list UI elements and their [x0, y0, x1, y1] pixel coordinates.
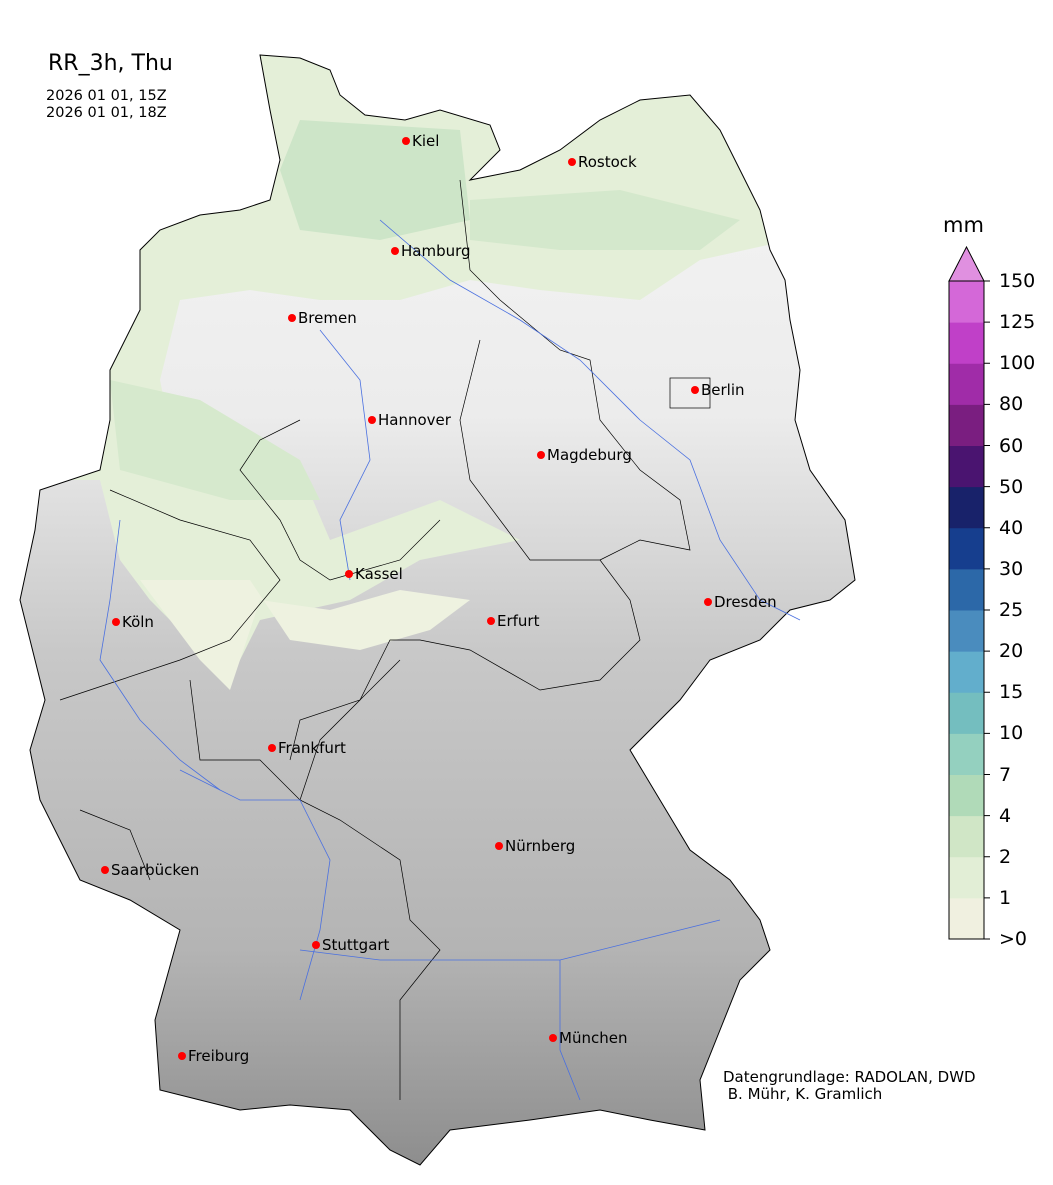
colorbar-tick-label: 7 [999, 763, 1012, 786]
city-label: Saarbücken [111, 861, 199, 879]
colorbar-segment [949, 486, 984, 529]
city-marker-berlin [691, 386, 699, 394]
colorbar-tick-label: 10 [999, 722, 1024, 745]
colorbar-tick-label: 1 [999, 886, 1012, 909]
city-label: Freiburg [188, 1047, 249, 1065]
colorbar-tick-label: 60 [999, 434, 1024, 457]
colorbar-tick-label: 30 [999, 557, 1024, 580]
state-borders [59, 179, 711, 1100]
colorbar-segment [949, 363, 984, 405]
colorbar-segment [949, 404, 984, 446]
colorbar-extend-arrow [948, 245, 985, 282]
city-marker-hamburg [391, 247, 399, 255]
colorbar-segment [949, 692, 984, 734]
colorbar-tick-label: 100 [999, 352, 1036, 375]
colorbar-tick-label: 50 [999, 475, 1024, 498]
city-label: Hannover [378, 411, 452, 429]
city-label: Berlin [701, 381, 745, 399]
colorbar-segment [949, 610, 984, 652]
city-marker-kiel [402, 137, 410, 145]
credit-line-2: B. Mühr, K. Gramlich [723, 1085, 883, 1103]
colorbar-tick-label: >0 [999, 928, 1028, 950]
city-label: Erfurt [497, 612, 540, 630]
city-label: Dresden [714, 593, 777, 611]
valid-time-end: 2026 01 01, 18Z [46, 105, 167, 121]
city-marker-magdeburg [537, 451, 545, 459]
colorbar-tick-label: 80 [999, 393, 1024, 416]
city-marker-hannover [368, 416, 376, 424]
city-label: Frankfurt [278, 739, 346, 757]
city-marker-stuttgart [312, 941, 320, 949]
precip-area-east [470, 190, 740, 250]
credit-line-1: Datengrundlage: RADOLAN, DWD [723, 1068, 976, 1086]
city-marker-münchen [549, 1034, 557, 1042]
colorbar-segment [949, 774, 984, 817]
city-marker-saarbücken [101, 866, 109, 874]
colorbar-tick-label: 20 [999, 640, 1024, 663]
city-marker-bremen [288, 314, 296, 322]
precip-area-west [110, 380, 320, 500]
city-marker-frankfurt [268, 744, 276, 752]
city-label: Magdeburg [547, 446, 632, 464]
city-label: Stuttgart [322, 936, 390, 954]
colorbar-segment [949, 527, 984, 570]
colorbar-segment [949, 815, 984, 858]
germany-border [19, 54, 856, 1166]
colorbar-segment [949, 445, 984, 488]
colorbar-tick-label: 25 [999, 599, 1024, 621]
colorbar-segment [949, 281, 984, 323]
valid-time-start: 2026 01 01, 15Z [46, 88, 167, 104]
city-label: Köln [122, 613, 154, 631]
colorbar-segment [949, 897, 984, 940]
city-marker-dresden [704, 598, 712, 606]
city-marker-erfurt [487, 617, 495, 625]
colorbar-segment [949, 651, 984, 693]
city-marker-kassel [345, 570, 353, 578]
city-marker-freiburg [178, 1052, 186, 1060]
colorbar-tick-label: 125 [999, 311, 1036, 334]
colorbar-segment [949, 856, 984, 899]
city-marker-rostock [568, 158, 576, 166]
colorbar-segment [949, 568, 984, 611]
colorbar-tick-label: 40 [999, 516, 1024, 539]
city-label: Hamburg [401, 242, 471, 260]
city-markers: Kiel Rostock Hamburg Bremen Berlin Hannover Ma… [101, 132, 777, 1065]
colorbar-tick-label: 2 [999, 845, 1012, 868]
colorbar-unit: mm [943, 213, 984, 237]
colorbar-tick-label: 15 [999, 681, 1024, 704]
colorbar [948, 245, 990, 940]
city-marker-nürnberg [495, 842, 503, 850]
city-label: München [559, 1029, 627, 1047]
city-label: Kassel [355, 565, 403, 583]
city-label: Bremen [298, 309, 357, 327]
credit-text: Datengrundlage: RADOLAN, DWD B. Mühr, K.… [723, 1069, 976, 1103]
map-title: RR_3h, Thu [48, 51, 173, 76]
precip-area-core [280, 120, 470, 240]
colorbar-segment [949, 733, 984, 775]
colorbar-tick-label: 4 [999, 804, 1012, 827]
colorbar-segment [949, 322, 984, 364]
colorbar-tick-label: 150 [999, 270, 1036, 292]
precip-patch-center [140, 580, 470, 690]
city-label: Nürnberg [505, 837, 575, 855]
city-marker-köln [112, 618, 120, 626]
city-label: Rostock [578, 153, 637, 171]
city-label: Kiel [412, 132, 439, 150]
